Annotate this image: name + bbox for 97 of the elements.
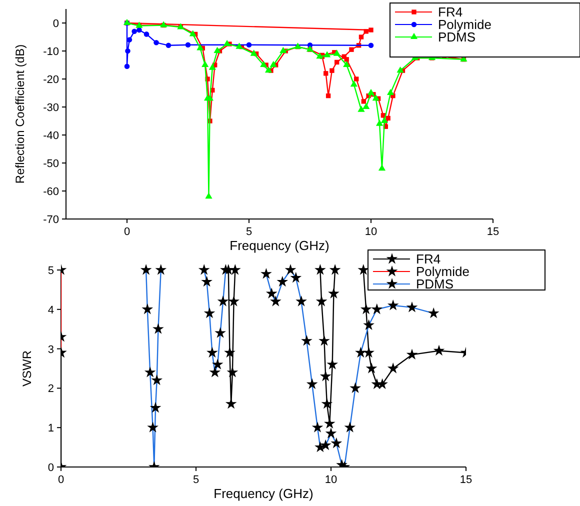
point <box>318 334 330 346</box>
point <box>363 346 374 358</box>
x-tick-label: 15 <box>486 226 500 238</box>
point <box>270 60 277 68</box>
point <box>368 28 374 32</box>
point <box>132 28 137 34</box>
point <box>321 398 333 409</box>
point <box>386 88 394 96</box>
point <box>326 93 331 98</box>
point <box>358 106 365 112</box>
y-tick-label: 5 <box>48 265 54 277</box>
point <box>166 42 172 48</box>
point <box>314 264 326 275</box>
legend-label: FR4 <box>416 252 441 266</box>
point <box>367 88 375 96</box>
point <box>376 120 384 126</box>
point <box>202 60 209 68</box>
x-tick-label: 5 <box>246 226 252 238</box>
y-tick-label: 0 <box>52 18 59 30</box>
y-tick-label: -60 <box>43 186 59 198</box>
point <box>362 102 370 110</box>
point <box>324 51 331 58</box>
point <box>246 42 252 48</box>
point <box>360 303 372 314</box>
point <box>361 99 366 104</box>
point <box>372 94 380 101</box>
x-tick-label: 10 <box>364 226 378 238</box>
legend-label: Polymide <box>438 17 492 32</box>
point <box>387 362 399 374</box>
y-tick-label: -40 <box>43 130 59 142</box>
y-tick-label: 2 <box>48 383 54 396</box>
point <box>358 34 364 40</box>
x-tick-label: 5 <box>192 474 200 486</box>
point <box>144 32 150 37</box>
point <box>264 66 272 73</box>
x-axis-title: Frequency (GHz) <box>214 486 314 501</box>
point <box>406 348 418 360</box>
point <box>366 362 378 374</box>
point <box>333 50 340 56</box>
point <box>368 42 374 48</box>
point <box>189 30 196 36</box>
point <box>433 344 445 356</box>
y-tick-label: -30 <box>43 102 59 114</box>
y-axis-title: VSWR <box>20 350 34 386</box>
point <box>316 52 324 59</box>
y-tick-label: -10 <box>43 46 59 58</box>
point <box>349 47 354 52</box>
point <box>223 40 231 46</box>
point <box>326 358 338 370</box>
y-tick-label: -70 <box>43 214 59 226</box>
point <box>343 60 350 68</box>
y-axis-title: Reflection Coefficient (dB) <box>13 44 27 184</box>
point <box>376 378 388 390</box>
legend-label: Polymide <box>416 264 470 279</box>
y-tick-label: -20 <box>43 74 59 86</box>
point <box>350 80 358 87</box>
point <box>208 64 216 70</box>
point <box>214 46 221 54</box>
x-tick-label: 15 <box>460 474 472 486</box>
point <box>185 42 191 48</box>
x-axis-title: Frequency (GHz) <box>230 238 330 253</box>
point <box>229 264 241 275</box>
y-tick-label: 3 <box>48 344 54 356</box>
point <box>125 48 130 54</box>
point <box>236 42 243 49</box>
y-tick-label: 1 <box>48 422 54 435</box>
point <box>342 54 347 59</box>
y-tick-label: 4 <box>48 304 54 316</box>
legend-label: FR4 <box>438 4 463 20</box>
point <box>124 64 130 70</box>
point <box>205 192 212 199</box>
point <box>324 418 336 428</box>
point <box>364 29 368 34</box>
point <box>396 66 404 73</box>
point <box>334 60 340 65</box>
point <box>250 50 258 56</box>
point <box>329 264 341 275</box>
point <box>228 296 240 306</box>
point <box>154 40 159 46</box>
point <box>324 71 328 76</box>
point <box>380 116 388 124</box>
point <box>354 76 359 82</box>
point <box>224 346 236 358</box>
point <box>328 288 340 298</box>
x-tick-label: 0 <box>124 226 130 238</box>
y-tick-label: 0 <box>48 462 54 474</box>
point <box>206 94 214 101</box>
point <box>280 46 287 54</box>
point <box>316 296 328 306</box>
point <box>330 68 334 73</box>
point <box>136 27 142 33</box>
x-tick-label: 10 <box>324 474 338 486</box>
point <box>196 44 204 50</box>
point <box>260 60 268 68</box>
y-tick-label: -50 <box>43 158 59 170</box>
point <box>320 370 332 382</box>
point <box>386 116 390 121</box>
